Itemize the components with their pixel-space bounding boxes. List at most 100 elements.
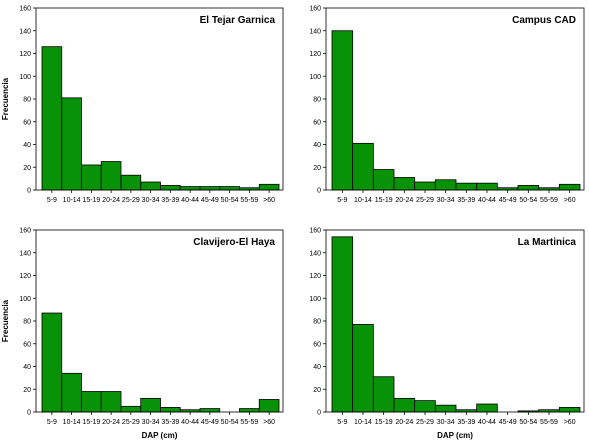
x-tick-label: 35-39 [161,197,179,204]
chart-panel-4: 0 20 40 60 80 100 120 140 160 5-9 10-14 15-19 20-24 2… [309,228,585,440]
x-tick-label: 50-54 [221,419,239,426]
y-tick-label: 160 [309,6,321,13]
bar [352,324,374,413]
x-tick-label: 55-59 [540,197,558,204]
y-tick-label: 80 [313,319,321,326]
x-tick-label: 10-14 [63,419,81,426]
x-tick-label: 45-49 [201,197,219,204]
y-tick-label: 0 [317,188,321,195]
x-tick-label: 40-44 [181,419,199,426]
y-tick-label: 20 [313,387,321,394]
bar [455,182,478,191]
y-tick-label: 40 [313,142,321,149]
y-tick-label: 20 [23,165,31,172]
x-tick-label: 35-39 [161,419,179,426]
x-tick-label: 55-59 [540,419,558,426]
y-tick-label: 160 [19,228,31,235]
bar [331,30,354,191]
chart-panel-2: 0 20 40 60 80 100 120 140 160 5-9 10-14 15-19 20-24 2… [309,6,585,204]
y-tick-label: 140 [309,250,321,257]
x-tick-label: 25-29 [416,197,434,204]
x-tick-label: 30-34 [437,419,455,426]
x-tick-label: 45-49 [499,197,517,204]
y-tick-label: 60 [23,341,31,348]
y-tick-label: 20 [313,165,321,172]
x-axis-label: DAP (cm) [437,431,473,440]
x-tick-label: 40-44 [181,197,199,204]
bar [331,236,354,413]
bar [100,161,122,191]
chart-title: Clavijero-El Haya [193,237,275,248]
y-tick-label: 120 [19,51,31,58]
y-tick-label: 140 [19,250,31,257]
x-tick-label: 50-54 [519,197,537,204]
bar [258,399,280,413]
bar [160,407,181,413]
x-axis-label: DAP (cm) [142,431,178,440]
y-tick-label: 80 [23,97,31,104]
y-tick-label: 100 [309,296,321,303]
bar [140,397,161,413]
y-tick-label: 80 [23,319,31,326]
bar [120,174,142,191]
x-tick-label: 10-14 [354,419,372,426]
bar [393,177,416,191]
y-tick-label: 60 [313,341,321,348]
y-tick-label: 60 [313,119,321,126]
x-tick-label: 20-24 [102,419,120,426]
x-tick-label: 40-44 [478,197,496,204]
x-tick-label: 30-34 [142,419,160,426]
bar [179,186,201,191]
x-tick-label: >60 [263,419,275,426]
x-tick-label: 20-24 [102,197,120,204]
x-tick-label: 35-39 [457,419,475,426]
bar [372,169,395,191]
y-tick-label: 140 [19,28,31,35]
y-tick-label: 100 [19,296,31,303]
y-tick-label: 140 [309,28,321,35]
bar [239,408,260,413]
y-tick-label: 160 [309,228,321,235]
y-tick-label: 0 [27,188,31,195]
bar [199,408,221,413]
y-tick-label: 100 [309,74,321,81]
bar [372,376,395,413]
x-tick-label: 55-59 [240,419,258,426]
chart-panel-3: 0 20 40 60 80 100 120 140 160 5-9 10-14 15-19 20-24 2… [1,228,284,440]
x-tick-label: >60 [263,197,275,204]
y-tick-label: 120 [309,51,321,58]
bar [61,372,82,413]
bar [558,407,581,413]
x-tick-label: 30-34 [142,197,160,204]
y-tick-label: 100 [19,74,31,81]
x-tick-label: 45-49 [201,419,219,426]
y-tick-label: 160 [19,6,31,13]
bar [41,312,63,413]
bar [41,46,63,191]
bar [476,403,498,413]
chart-title: Campus CAD [512,15,576,26]
y-tick-label: 120 [19,273,31,280]
x-tick-label: 5-9 [47,197,57,204]
x-tick-label: 5-9 [337,419,347,426]
x-tick-label: 20-24 [395,419,413,426]
bar [199,186,221,191]
bar [434,179,457,191]
x-tick-label: 10-14 [354,197,372,204]
x-tick-label: 25-29 [122,419,140,426]
x-tick-label: 15-19 [375,419,393,426]
chart-panel-1: 0 20 40 60 80 100 120 140 160 5-9 10-14 15-19 20-24 2… [1,6,284,204]
bar [100,391,122,413]
x-tick-label: 40-44 [478,419,496,426]
x-tick-label: 10-14 [63,197,81,204]
x-tick-label: 20-24 [395,197,413,204]
x-tick-label: 5-9 [47,419,57,426]
bar [476,182,498,191]
y-axis-label: Frecuencia [1,299,10,342]
y-tick-label: 0 [27,410,31,417]
bar [81,164,102,191]
x-tick-label: 15-19 [82,197,100,204]
bar [61,97,82,191]
x-tick-label: 45-49 [499,419,517,426]
y-tick-label: 40 [313,364,321,371]
